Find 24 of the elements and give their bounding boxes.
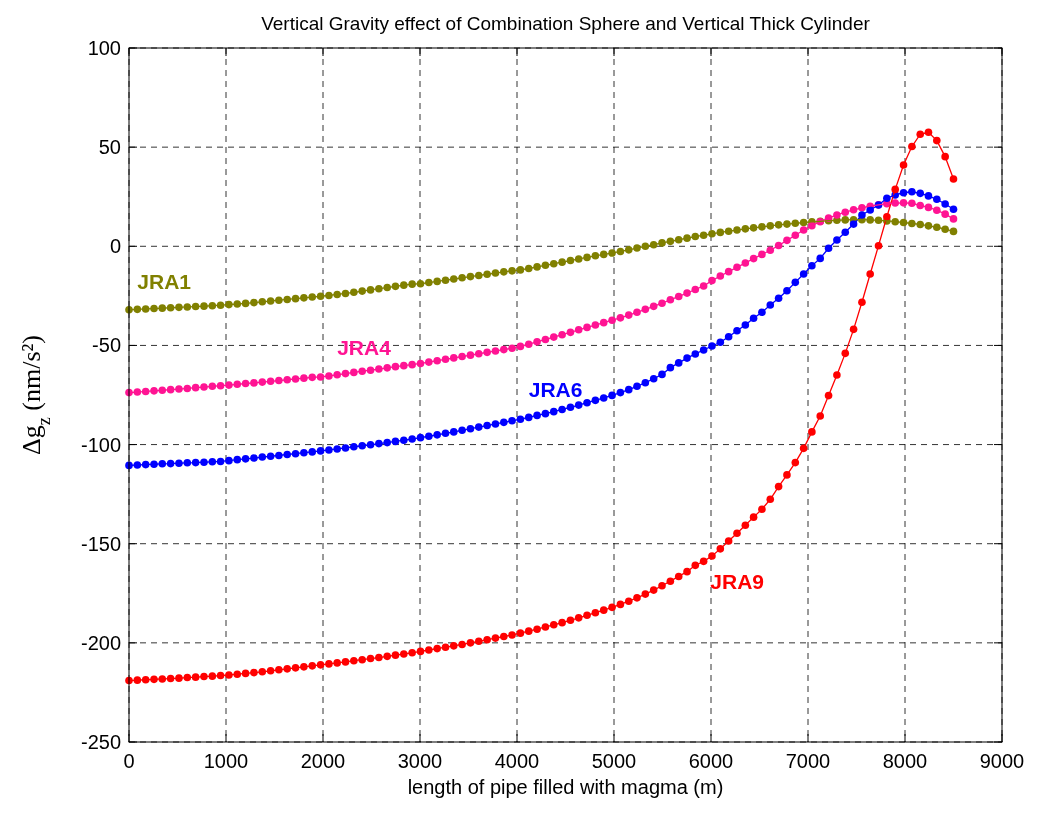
series-label: JRA4 <box>337 335 392 359</box>
x-tick-label: 5000 <box>591 750 637 772</box>
series-label: JRA6 <box>528 378 583 402</box>
x-tick-label: 0 <box>123 750 135 772</box>
series-label: JRA1 <box>137 270 192 294</box>
x-tick-label: 6000 <box>688 750 734 772</box>
x-tick-label: 9000 <box>979 750 1025 772</box>
series-label: JRA9 <box>710 569 765 593</box>
y-tick-label: 100 <box>87 37 121 59</box>
y-tick-label: -200 <box>80 631 121 654</box>
x-tick-label: 8000 <box>882 750 928 772</box>
y-tick-label: -150 <box>80 532 121 555</box>
x-tick-label: 2000 <box>300 750 346 772</box>
x-tick-label: 4000 <box>494 750 540 772</box>
x-axis-title: length of pipe filled with magma (m) <box>407 776 724 798</box>
y-tick-label: 50 <box>98 136 121 159</box>
x-tick-label: 3000 <box>397 750 443 772</box>
chart-title: Vertical Gravity effect of Combination Sphere and Vertical Thick Cylinder <box>261 13 871 34</box>
y-tick-label: -50 <box>92 334 121 357</box>
y-tick-label: -100 <box>80 433 121 456</box>
y-tick-label: 0 <box>109 235 121 258</box>
y-tick-label: -250 <box>80 731 121 753</box>
x-tick-label: 1000 <box>203 750 249 772</box>
x-tick-label: 7000 <box>785 750 831 772</box>
